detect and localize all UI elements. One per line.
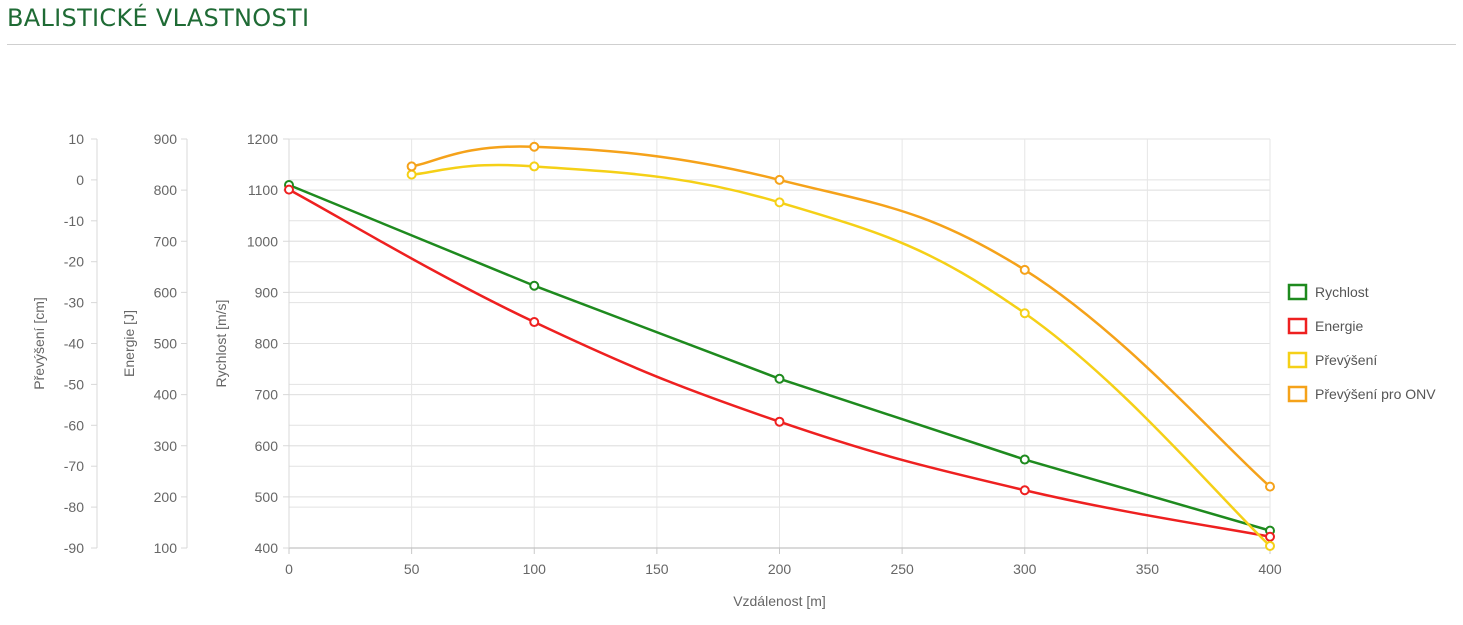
y-tick-label-prevyseni: -50 (64, 376, 84, 392)
y-axis-label-prevyseni: Převýšení [cm] (31, 297, 47, 390)
legend-item[interactable]: Energie (1287, 317, 1363, 335)
y-tick-label-rychlost: 1000 (247, 233, 278, 249)
data-point[interactable] (774, 174, 785, 185)
y-tick-label-energie: 600 (154, 284, 178, 300)
y-tick-label-prevyseni: -20 (64, 254, 84, 270)
series-1 (284, 184, 1275, 542)
y-tick-label-rychlost: 500 (255, 489, 279, 505)
legend-label: Energie (1315, 318, 1363, 334)
data-point[interactable] (1019, 308, 1030, 319)
y-tick-label-rychlost: 400 (255, 540, 279, 556)
legend-swatch (1287, 385, 1308, 403)
y-axis-label-energie: Energie [J] (121, 310, 137, 377)
data-point[interactable] (284, 184, 294, 195)
data-point[interactable] (529, 141, 540, 152)
data-point[interactable] (1265, 531, 1275, 542)
legend-swatch (1287, 317, 1308, 335)
y-tick-label-rychlost: 600 (255, 438, 279, 454)
y-tick-label-prevyseni: -80 (64, 499, 84, 515)
legend-label: Převýšení pro ONV (1315, 386, 1436, 402)
y-tick-label-prevyseni: -30 (64, 295, 84, 311)
series-3 (406, 141, 1275, 492)
y-tick-label-rychlost: 1100 (248, 182, 278, 198)
data-point[interactable] (1019, 454, 1030, 465)
x-tick-label: 400 (1258, 561, 1282, 577)
title-divider (7, 44, 1456, 45)
data-point[interactable] (406, 161, 417, 172)
legend-label: Převýšení (1315, 352, 1377, 368)
data-point[interactable] (1265, 540, 1275, 551)
y-tick-label-prevyseni: -70 (64, 458, 84, 474)
data-point[interactable] (529, 161, 540, 172)
data-point[interactable] (1019, 264, 1030, 275)
x-tick-label: 200 (768, 561, 792, 577)
legend-item[interactable]: Převýšení pro ONV (1287, 385, 1436, 403)
x-tick-label: 300 (1013, 561, 1037, 577)
y-tick-label-energie: 900 (154, 131, 178, 147)
page-title: BALISTICKÉ VLASTNOSTI (7, 4, 310, 32)
legend-item[interactable]: Rychlost (1287, 283, 1369, 301)
y-tick-label-prevyseni: 0 (76, 172, 84, 188)
legend-swatch (1287, 283, 1308, 301)
series-line (411, 163, 1271, 547)
y-tick-label-energie: 700 (154, 233, 178, 249)
y-tick-label-energie: 200 (154, 489, 178, 505)
y-tick-label-prevyseni: -10 (64, 213, 84, 229)
data-point[interactable] (1265, 481, 1275, 492)
chart-series (284, 141, 1275, 551)
x-tick-label: 250 (890, 561, 914, 577)
x-tick-label: 150 (645, 561, 669, 577)
data-point[interactable] (774, 373, 785, 384)
y-tick-label-rychlost: 700 (255, 387, 279, 403)
x-tick-label: 100 (523, 561, 547, 577)
y-tick-label-prevyseni: 10 (68, 131, 84, 147)
y-tick-label-energie: 100 (154, 540, 178, 556)
y-tick-label-prevyseni: -40 (64, 336, 84, 352)
chart-legend[interactable]: Rychlost Energie Převýšení Převýšení pro ON… (1287, 283, 1436, 403)
y-tick-label-energie: 500 (154, 336, 178, 352)
series-2 (406, 161, 1275, 551)
legend-item[interactable]: Převýšení (1287, 351, 1377, 369)
y-tick-label-prevyseni: -60 (64, 417, 84, 433)
x-axis-label: Vzdálenost [m] (733, 593, 826, 609)
data-point[interactable] (406, 169, 417, 180)
x-tick-label: 350 (1136, 561, 1160, 577)
legend-label: Rychlost (1315, 284, 1369, 300)
legend-swatch (1287, 351, 1308, 369)
data-point[interactable] (529, 280, 540, 291)
y-tick-label-rychlost: 1200 (247, 131, 278, 147)
series-line (411, 145, 1271, 488)
data-point[interactable] (529, 317, 540, 328)
data-point[interactable] (1019, 485, 1030, 496)
y-tick-label-rychlost: 900 (255, 284, 279, 300)
x-tick-label: 0 (285, 561, 293, 577)
y-tick-label-rychlost: 800 (255, 336, 279, 352)
y-tick-label-energie: 800 (154, 182, 178, 198)
data-point[interactable] (774, 416, 785, 427)
y-axis-label-rychlost: Rychlost [m/s] (213, 300, 229, 388)
y-tick-label-energie: 300 (154, 438, 178, 454)
data-point[interactable] (774, 197, 785, 208)
x-tick-label: 50 (404, 561, 420, 577)
y-tick-label-prevyseni: -90 (64, 540, 84, 556)
y-tick-label-energie: 400 (154, 387, 178, 403)
